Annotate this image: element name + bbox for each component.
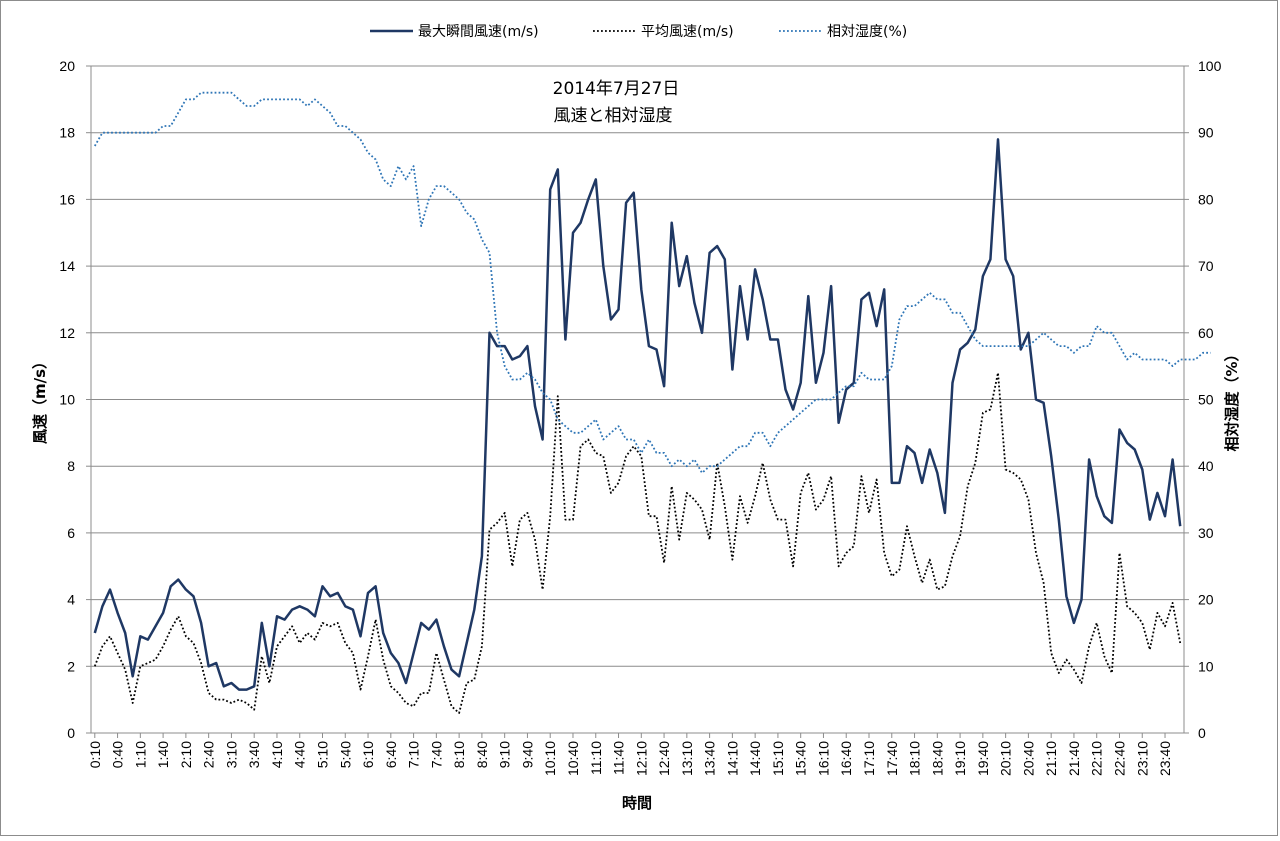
y-left-tick-label: 2 xyxy=(67,658,75,674)
x-tick-label: 21:40 xyxy=(1066,741,1082,776)
x-tick-label: 20:10 xyxy=(998,741,1014,776)
y-left-tick-label: 4 xyxy=(67,592,75,608)
y-right-tick-label: 30 xyxy=(1198,525,1214,541)
x-tick-label: 9:10 xyxy=(497,741,513,768)
series-max-gust xyxy=(93,138,1182,691)
y-right-axis-title: 相対湿度（%） xyxy=(1223,346,1241,451)
x-tick-label: 0:40 xyxy=(110,741,126,768)
y-left-tick-label: 20 xyxy=(59,58,75,74)
x-tick-label: 4:40 xyxy=(292,741,308,768)
x-tick-label: 5:40 xyxy=(337,741,353,768)
y-right-tick-label: 80 xyxy=(1198,191,1214,207)
series-humidity xyxy=(94,91,1211,474)
y-left-tick-label: 14 xyxy=(59,258,75,274)
y-left-tick-label: 16 xyxy=(59,191,75,207)
x-axis-title: 時間 xyxy=(622,794,652,812)
x-tick-label: 11:10 xyxy=(588,741,604,775)
x-tick-label: 1:40 xyxy=(155,741,171,768)
x-tick-label: 18:40 xyxy=(929,741,945,776)
x-tick-label: 22:10 xyxy=(1089,741,1105,776)
x-tick-label: 11:40 xyxy=(611,741,627,775)
y-right-tick-label: 90 xyxy=(1198,125,1214,141)
y-left-tick-label: 10 xyxy=(59,392,75,408)
chart-title: 2014年7月27日 xyxy=(553,79,680,99)
x-tick-label: 7:10 xyxy=(406,741,422,768)
x-tick-label: 6:40 xyxy=(383,741,399,768)
y-right-tick-label: 40 xyxy=(1198,458,1214,474)
x-tick-label: 21:10 xyxy=(1043,741,1059,776)
y-left-tick-label: 6 xyxy=(67,525,75,541)
x-tick-label: 19:10 xyxy=(952,741,968,776)
x-tick-label: 14:40 xyxy=(747,741,763,776)
y-left-tick-label: 12 xyxy=(59,325,75,341)
y-right-tick-label: 70 xyxy=(1198,258,1214,274)
x-tick-label: 6:10 xyxy=(360,741,376,768)
x-tick-label: 3:40 xyxy=(246,741,262,768)
x-tick-label: 18:10 xyxy=(907,741,923,776)
x-tick-label: 23:40 xyxy=(1157,741,1173,776)
series-avg-wind xyxy=(93,371,1182,714)
y-left-tick-label: 0 xyxy=(67,725,75,741)
legend-label-3: 相対湿度(%) xyxy=(827,24,907,40)
series-group xyxy=(93,91,1211,714)
x-tick-label: 22:40 xyxy=(1111,741,1127,776)
x-tick-label: 7:40 xyxy=(428,741,444,768)
x-tick-label: 14:10 xyxy=(724,741,740,776)
x-tick-label: 13:10 xyxy=(679,741,695,776)
legend: 最大瞬間風速(m/s) 平均風速(m/s) 相対湿度(%) xyxy=(370,24,907,40)
y-right-tick-label: 50 xyxy=(1198,392,1214,408)
x-tick-label: 15:40 xyxy=(793,741,809,776)
x-tick-label: 8:10 xyxy=(451,741,467,768)
y-right-tick-label: 20 xyxy=(1198,592,1214,608)
y-left-tick-label: 18 xyxy=(59,125,75,141)
y-right-tick-label: 60 xyxy=(1198,325,1214,341)
y-left-ticks: 0 2 4 6 8 10 12 14 16 18 20 xyxy=(59,58,91,741)
x-tick-label: 8:40 xyxy=(474,741,490,768)
x-tick-label: 16:40 xyxy=(838,741,854,776)
x-tick-label: 12:40 xyxy=(656,741,672,776)
x-tick-label: 23:10 xyxy=(1134,741,1150,776)
x-tick-label: 17:10 xyxy=(861,741,877,776)
x-tick-label: 13:40 xyxy=(702,741,718,776)
x-ticks: 0:10 0:40 1:10 1:40 2:10 2:40 3:10 3:40 4:10 4:40… xyxy=(87,733,1173,776)
x-tick-label: 17:40 xyxy=(884,741,900,776)
legend-label-1: 最大瞬間風速(m/s) xyxy=(418,24,539,40)
y-right-ticks: 0 10 20 30 40 50 60 70 80 90 100 xyxy=(1184,58,1222,741)
x-tick-label: 19:40 xyxy=(975,741,991,776)
x-tick-label: 0:10 xyxy=(87,741,103,768)
chart-subtitle: 風速と相対湿度 xyxy=(554,106,673,126)
x-tick-label: 20:40 xyxy=(1020,741,1036,776)
x-tick-label: 3:10 xyxy=(223,741,239,768)
y-right-tick-label: 100 xyxy=(1198,58,1222,74)
x-tick-label: 4:10 xyxy=(269,741,285,768)
x-tick-label: 10:40 xyxy=(565,741,581,776)
x-tick-label: 5:10 xyxy=(315,741,331,768)
x-tick-label: 2:40 xyxy=(201,741,217,768)
y-right-tick-label: 0 xyxy=(1198,725,1206,741)
x-tick-label: 1:10 xyxy=(132,741,148,768)
x-tick-label: 15:10 xyxy=(770,741,786,776)
y-right-tick-label: 10 xyxy=(1198,658,1214,674)
gridlines xyxy=(91,132,1184,667)
x-tick-label: 12:10 xyxy=(633,741,649,776)
x-tick-label: 16:10 xyxy=(815,741,831,776)
legend-label-2: 平均風速(m/s) xyxy=(641,24,734,40)
x-tick-label: 10:10 xyxy=(542,741,558,776)
x-tick-label: 9:40 xyxy=(519,741,535,768)
y-left-tick-label: 8 xyxy=(67,458,75,474)
y-left-axis-title: 風速（m/s） xyxy=(31,354,49,444)
x-tick-label: 2:10 xyxy=(178,741,194,768)
